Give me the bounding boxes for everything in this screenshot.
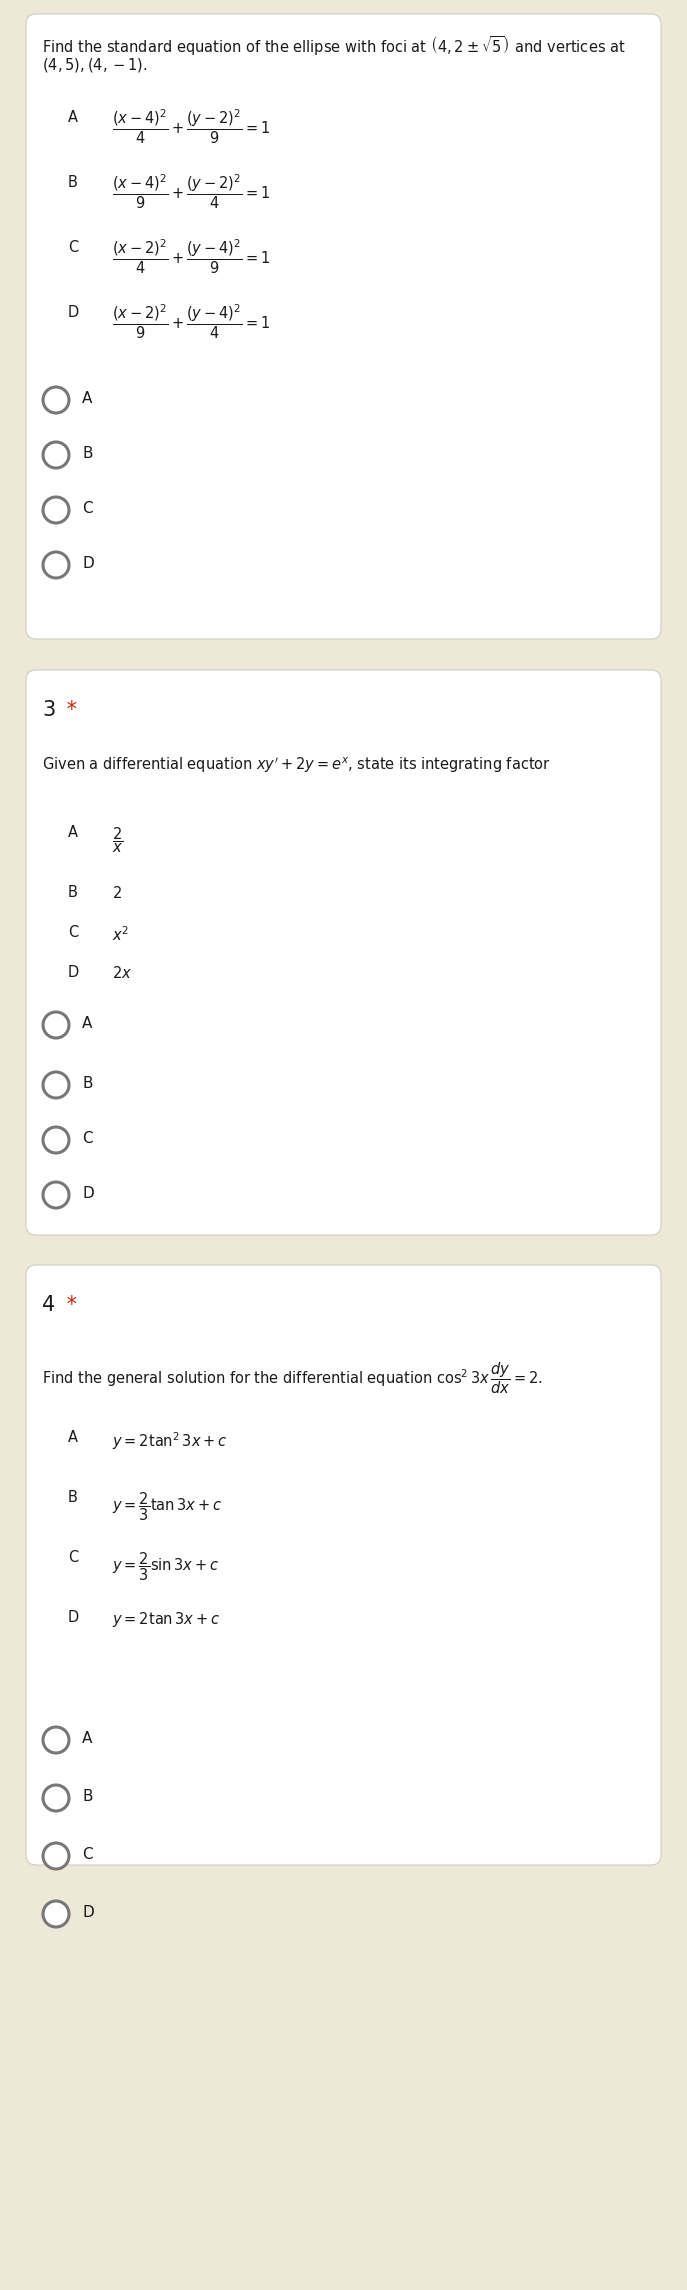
Text: $\dfrac{(x-4)^2}{9}+\dfrac{(y-2)^2}{4}=1$: $\dfrac{(x-4)^2}{9}+\dfrac{(y-2)^2}{4}=1… bbox=[112, 174, 270, 211]
Circle shape bbox=[43, 1072, 69, 1097]
Text: *: * bbox=[60, 701, 77, 719]
Text: D: D bbox=[68, 964, 79, 980]
Text: $y=\dfrac{2}{3}\sin 3x+c$: $y=\dfrac{2}{3}\sin 3x+c$ bbox=[112, 1550, 219, 1582]
Text: Find the standard equation of the ellipse with foci at $\left(4,2\pm\sqrt{5}\rig: Find the standard equation of the ellips… bbox=[42, 34, 626, 57]
Text: B: B bbox=[82, 447, 93, 460]
Text: D: D bbox=[68, 305, 79, 321]
Text: A: A bbox=[68, 110, 78, 126]
Circle shape bbox=[43, 497, 69, 522]
Text: B: B bbox=[68, 174, 78, 190]
FancyBboxPatch shape bbox=[26, 671, 661, 1234]
Circle shape bbox=[43, 1012, 69, 1037]
Circle shape bbox=[43, 1727, 69, 1754]
Text: $\dfrac{2}{x}$: $\dfrac{2}{x}$ bbox=[112, 824, 124, 854]
Circle shape bbox=[43, 387, 69, 412]
Text: B: B bbox=[68, 1491, 78, 1505]
Circle shape bbox=[43, 1182, 69, 1209]
Text: C: C bbox=[82, 1848, 93, 1862]
Text: A: A bbox=[82, 1017, 92, 1030]
Text: Given a differential equation $xy'+2y=e^x$, state its integrating factor: Given a differential equation $xy'+2y=e^… bbox=[42, 756, 551, 774]
Text: B: B bbox=[68, 884, 78, 900]
Text: D: D bbox=[68, 1610, 79, 1626]
Text: A: A bbox=[68, 824, 78, 840]
Text: B: B bbox=[82, 1076, 93, 1090]
Text: C: C bbox=[68, 240, 78, 254]
Text: D: D bbox=[82, 556, 93, 570]
Text: Find the general solution for the differential equation $\cos^2 3x\,\dfrac{dy}{d: Find the general solution for the differ… bbox=[42, 1360, 543, 1395]
Circle shape bbox=[43, 552, 69, 577]
Text: $2$: $2$ bbox=[112, 884, 122, 900]
Circle shape bbox=[43, 1784, 69, 1811]
Text: D: D bbox=[82, 1186, 93, 1200]
Text: C: C bbox=[82, 1131, 93, 1145]
FancyBboxPatch shape bbox=[26, 1264, 661, 1864]
Text: $y=2\tan 3x+c$: $y=2\tan 3x+c$ bbox=[112, 1610, 221, 1628]
Text: C: C bbox=[68, 1550, 78, 1564]
Text: $\dfrac{(x-2)^2}{9}+\dfrac{(y-4)^2}{4}=1$: $\dfrac{(x-2)^2}{9}+\dfrac{(y-4)^2}{4}=1… bbox=[112, 302, 270, 341]
Text: D: D bbox=[82, 1905, 93, 1919]
Text: 4: 4 bbox=[42, 1296, 55, 1314]
Circle shape bbox=[43, 442, 69, 467]
FancyBboxPatch shape bbox=[26, 14, 661, 639]
Text: $(4,5),(4,-1)$.: $(4,5),(4,-1)$. bbox=[42, 55, 148, 73]
Text: B: B bbox=[82, 1788, 93, 1805]
Circle shape bbox=[43, 1901, 69, 1926]
Text: A: A bbox=[82, 392, 92, 405]
Text: $\dfrac{(x-4)^2}{4}+\dfrac{(y-2)^2}{9}=1$: $\dfrac{(x-4)^2}{4}+\dfrac{(y-2)^2}{9}=1… bbox=[112, 108, 270, 147]
Circle shape bbox=[43, 1127, 69, 1152]
Text: $y=2\tan^2 3x+c$: $y=2\tan^2 3x+c$ bbox=[112, 1429, 227, 1452]
Text: 3: 3 bbox=[42, 701, 55, 719]
Text: $\dfrac{(x-2)^2}{4}+\dfrac{(y-4)^2}{9}=1$: $\dfrac{(x-2)^2}{4}+\dfrac{(y-4)^2}{9}=1… bbox=[112, 238, 270, 277]
Text: C: C bbox=[68, 925, 78, 939]
Text: *: * bbox=[60, 1296, 77, 1314]
Text: A: A bbox=[82, 1731, 92, 1745]
Text: C: C bbox=[82, 502, 93, 515]
Text: A: A bbox=[68, 1429, 78, 1445]
Circle shape bbox=[43, 1843, 69, 1869]
Text: $y=\dfrac{2}{3}\tan 3x+c$: $y=\dfrac{2}{3}\tan 3x+c$ bbox=[112, 1491, 222, 1523]
Text: $x^2$: $x^2$ bbox=[112, 925, 129, 943]
Text: $2x$: $2x$ bbox=[112, 964, 132, 980]
